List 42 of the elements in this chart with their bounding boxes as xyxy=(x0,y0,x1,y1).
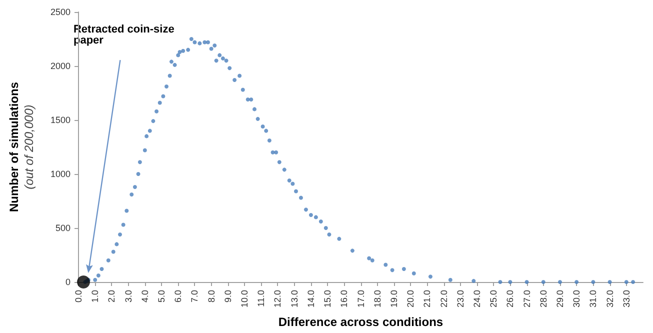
x-tick-label: 4.0 xyxy=(140,290,150,303)
x-axis-title: Difference across conditions xyxy=(278,315,444,329)
x-tick-label: 29.0 xyxy=(554,290,565,308)
x-tick-label: 32.0 xyxy=(604,290,615,308)
x-tick-label: 19.0 xyxy=(388,290,399,308)
x-tick-label: 1.0 xyxy=(90,290,100,303)
y-tick-label: 1500 xyxy=(50,115,70,125)
x-tick-label: 20.0 xyxy=(406,290,416,308)
x-tick-label: 22.0 xyxy=(438,290,449,308)
x-tick-label: 28.0 xyxy=(538,290,548,308)
x-tick-label: 12.0 xyxy=(272,290,283,308)
x-tick-label: 9.0 xyxy=(222,290,233,303)
x-tick-label: 33.0 xyxy=(621,290,632,308)
x-tick-label: 21.0 xyxy=(422,290,432,308)
y-tick-label: 0 xyxy=(65,277,70,287)
x-tick-label: 23.0 xyxy=(455,290,466,308)
x-tick-label: 24.0 xyxy=(472,290,482,308)
y-tick-label: 1000 xyxy=(50,169,70,179)
x-tick-label: 14.0 xyxy=(306,290,316,308)
y-tick-label: 2500 xyxy=(50,7,70,17)
x-tick-label: 30.0 xyxy=(572,290,582,308)
x-tick-label: 11.0 xyxy=(256,290,266,307)
y-tick-label: 500 xyxy=(55,223,70,233)
x-tick-label: 6.0 xyxy=(173,290,184,303)
x-tick-label: 10.0 xyxy=(240,290,250,308)
x-tick-label: 26.0 xyxy=(505,290,516,308)
x-tick-label: 15.0 xyxy=(322,290,333,308)
x-tick-label: 8.0 xyxy=(206,290,216,303)
x-tick-label: 18.0 xyxy=(372,290,382,308)
x-tick-label: 0.0 xyxy=(74,290,84,303)
x-tick-label: 16.0 xyxy=(339,290,350,308)
x-tick-label: 25.0 xyxy=(488,290,499,308)
y-tick-label: 2000 xyxy=(50,61,70,71)
x-tick-label: 17.0 xyxy=(356,290,366,308)
x-tick-label: 2.0 xyxy=(106,290,117,303)
x-tick-label: 13.0 xyxy=(289,290,300,308)
x-tick-label: 5.0 xyxy=(156,290,167,303)
y-axis-title: Number of simulations (out of 200,000) xyxy=(7,82,36,212)
x-tick-label: 27.0 xyxy=(522,290,532,308)
x-tick-label: 31.0 xyxy=(588,290,598,308)
x-tick-label: 7.0 xyxy=(190,290,200,303)
x-tick-label: 3.0 xyxy=(123,290,134,303)
